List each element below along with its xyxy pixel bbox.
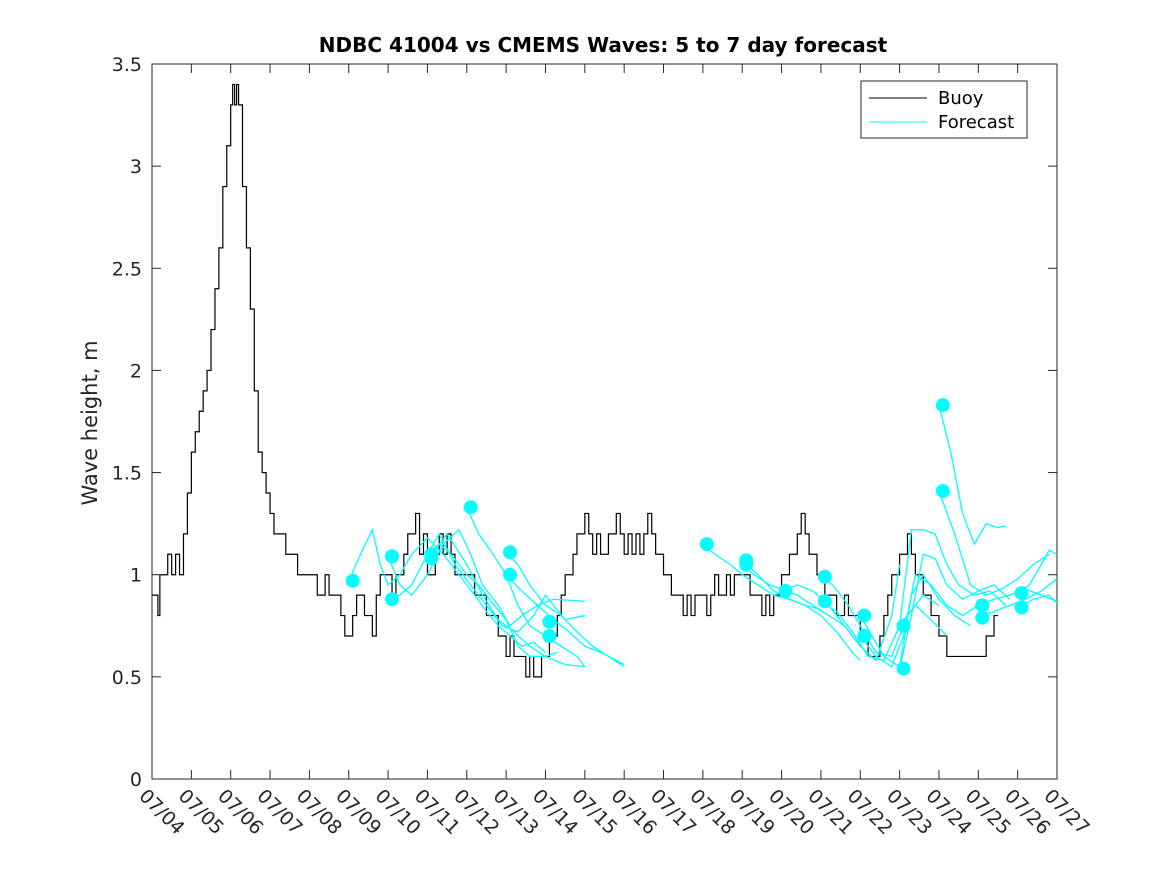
forecast-start-point (1014, 586, 1029, 601)
forecast-start-point (542, 614, 557, 629)
forecast-start-point (896, 661, 911, 676)
forecast-start-point (463, 500, 478, 515)
forecast-series-line (387, 528, 585, 627)
forecast-start-point (857, 608, 872, 623)
forecast-series-line (898, 529, 1007, 626)
forecast-start-point (778, 584, 793, 599)
forecast-start-point (699, 537, 714, 552)
forecast-series-line (820, 600, 948, 662)
forecast-series-line (505, 574, 625, 666)
x-tick-label: 07/27 (1039, 785, 1093, 839)
forecast-series-line (781, 564, 901, 662)
forecast-series-line (348, 527, 546, 653)
y-tick-label: 0 (130, 769, 142, 791)
forecast-series-line (820, 576, 940, 658)
forecast-start-point (503, 567, 518, 582)
forecast-start-point (542, 629, 557, 643)
y-tick-label: 3.5 (112, 54, 142, 76)
axes-frame (151, 63, 1058, 780)
forecast-start-point (975, 598, 990, 613)
forecast-start-point (385, 549, 400, 564)
forecast-start-point (1014, 600, 1029, 615)
forecast-series-line (938, 404, 1007, 546)
legend: Buoy Forecast (860, 80, 1028, 139)
plot-area (151, 63, 1058, 780)
y-tick-label: 1 (130, 565, 142, 587)
forecast-series-line (466, 507, 586, 668)
legend-buoy-label: Buoy (938, 88, 984, 109)
legend-forecast-label: Forecast (938, 112, 1014, 133)
x-axis: 07/0407/0507/0607/0707/0807/0907/1007/11… (134, 64, 1094, 839)
forecast-series-line (387, 532, 585, 633)
forecast-start-point (935, 398, 950, 413)
forecast-start-point (817, 594, 832, 609)
forecast-series-line (859, 573, 979, 668)
forecast-series-line (741, 559, 861, 661)
forecast-start-point (345, 573, 360, 588)
forecast-start-point (503, 545, 518, 560)
forecast-start-point (935, 483, 950, 498)
forecast-series-line (426, 532, 585, 668)
y-tick-label: 2 (130, 360, 142, 382)
forecast-start-point (817, 569, 832, 584)
buoy-series-line (152, 83, 998, 678)
forecast-start-point (975, 610, 990, 625)
forecast-start-point (385, 592, 400, 607)
forecast-series-line (938, 490, 1050, 596)
chart-title: NDBC 41004 vs CMEMS Waves: 5 to 7 day fo… (319, 33, 888, 57)
y-tick-label: 0.5 (112, 667, 142, 689)
y-tick-label: 3 (130, 156, 142, 178)
y-axis-label: Wave height, m (78, 340, 102, 505)
y-axis: 0 0.5 1 1.5 2 2.5 3 3.5 (112, 54, 1057, 791)
forecast-start-point (896, 618, 911, 633)
forecast-series-line (741, 564, 861, 647)
forecast-start-point (739, 553, 754, 568)
forecast-start-point (857, 629, 872, 643)
legend-box (860, 80, 1028, 139)
forecast-start-point (424, 551, 439, 566)
forecast-series-line (427, 543, 558, 658)
y-tick-label: 2.5 (112, 258, 142, 280)
forecast-series-line (898, 553, 1011, 669)
y-tick-label: 1.5 (112, 463, 142, 485)
